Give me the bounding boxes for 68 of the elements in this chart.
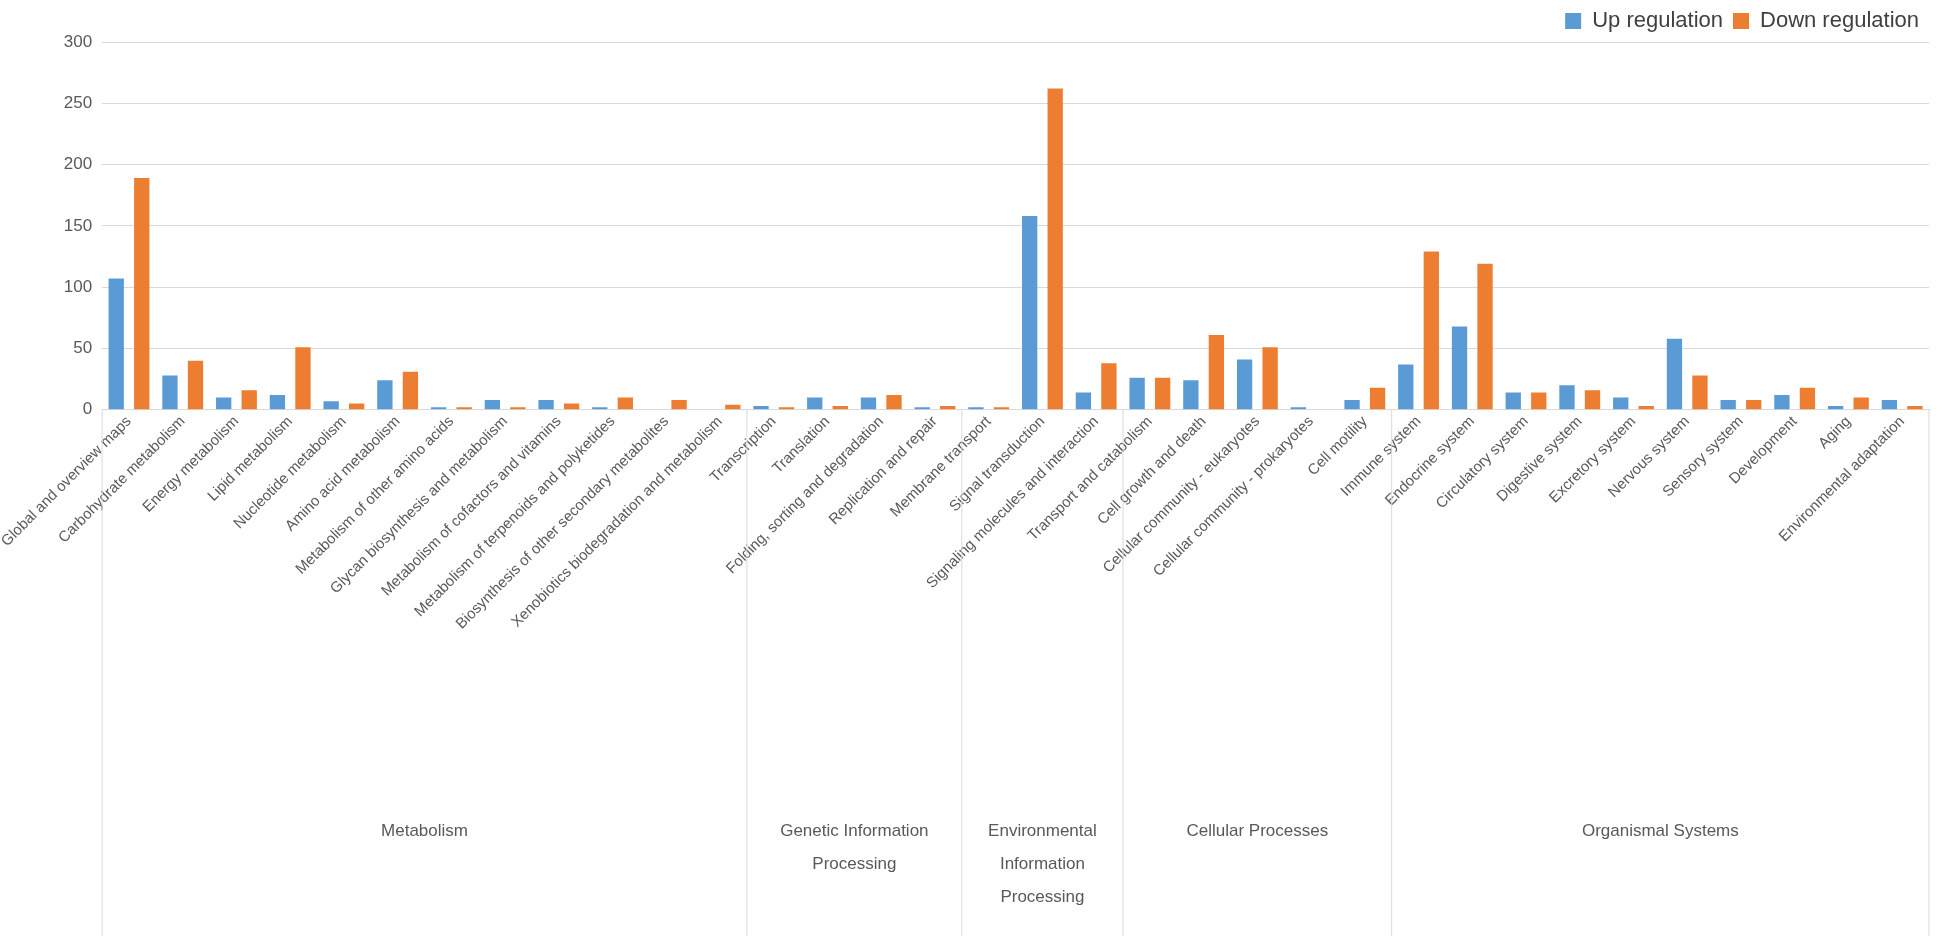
bar xyxy=(1075,392,1092,410)
bar xyxy=(860,397,877,410)
bar xyxy=(216,397,232,410)
text: Organismal Systems xyxy=(1581,821,1739,841)
y-tick-label: 300 xyxy=(63,31,93,51)
bar xyxy=(377,380,393,410)
bar xyxy=(269,395,286,410)
bar xyxy=(1613,397,1629,410)
bar xyxy=(1262,347,1278,410)
bar xyxy=(1907,406,1923,410)
text: Cellular Processes xyxy=(1186,821,1329,841)
bar xyxy=(1638,406,1654,410)
bar xyxy=(1047,88,1063,410)
bar xyxy=(725,404,741,410)
bar xyxy=(940,406,956,410)
bar xyxy=(1559,385,1575,410)
bar xyxy=(1022,216,1038,410)
bar xyxy=(807,397,823,410)
text: Metabolism xyxy=(381,821,468,841)
y-tick-label: 150 xyxy=(63,215,93,235)
bar xyxy=(1398,364,1414,410)
bar xyxy=(187,360,204,410)
bar xyxy=(1183,380,1199,410)
bar xyxy=(1423,251,1439,410)
bar xyxy=(402,371,419,410)
bar xyxy=(1799,387,1816,410)
legend-label: Down regulation xyxy=(1760,7,1919,33)
bar xyxy=(832,406,848,410)
legend-label: Up regulation xyxy=(1592,7,1724,33)
bar xyxy=(1881,399,1898,410)
text: Environmental Information Processing xyxy=(988,821,1097,907)
bar xyxy=(1584,390,1601,410)
bar xyxy=(323,401,339,410)
bar xyxy=(162,375,178,410)
bar xyxy=(1451,326,1468,410)
bar xyxy=(1774,395,1790,410)
bar xyxy=(1236,359,1253,410)
y-tick-label: 200 xyxy=(63,154,93,174)
bar xyxy=(1692,375,1708,410)
y-tick-label: 100 xyxy=(63,276,93,296)
bar xyxy=(617,397,633,410)
bar xyxy=(1666,338,1683,410)
bar xyxy=(1746,399,1762,410)
bar xyxy=(1505,392,1521,410)
bar xyxy=(134,178,150,410)
bar xyxy=(484,399,501,410)
bar xyxy=(1531,392,1547,410)
bar xyxy=(1344,399,1360,410)
bar xyxy=(1129,377,1145,410)
bar xyxy=(1369,387,1386,410)
y-tick-label: 0 xyxy=(82,399,93,419)
bar xyxy=(295,347,311,410)
bar xyxy=(1827,406,1844,410)
bar xyxy=(538,399,554,410)
bar xyxy=(1477,263,1493,410)
bar xyxy=(1101,363,1117,410)
text: Genetic Information Processing xyxy=(780,821,929,874)
y-tick-label: 250 xyxy=(63,92,93,112)
bar xyxy=(1720,399,1736,410)
y-tick-label: 50 xyxy=(73,338,93,358)
bar xyxy=(241,390,257,410)
bar xyxy=(671,399,687,410)
bar xyxy=(1155,377,1171,410)
bar xyxy=(886,395,902,410)
bar xyxy=(753,406,769,410)
bar xyxy=(108,278,124,410)
bar xyxy=(1853,397,1869,410)
bar xyxy=(1208,334,1225,410)
